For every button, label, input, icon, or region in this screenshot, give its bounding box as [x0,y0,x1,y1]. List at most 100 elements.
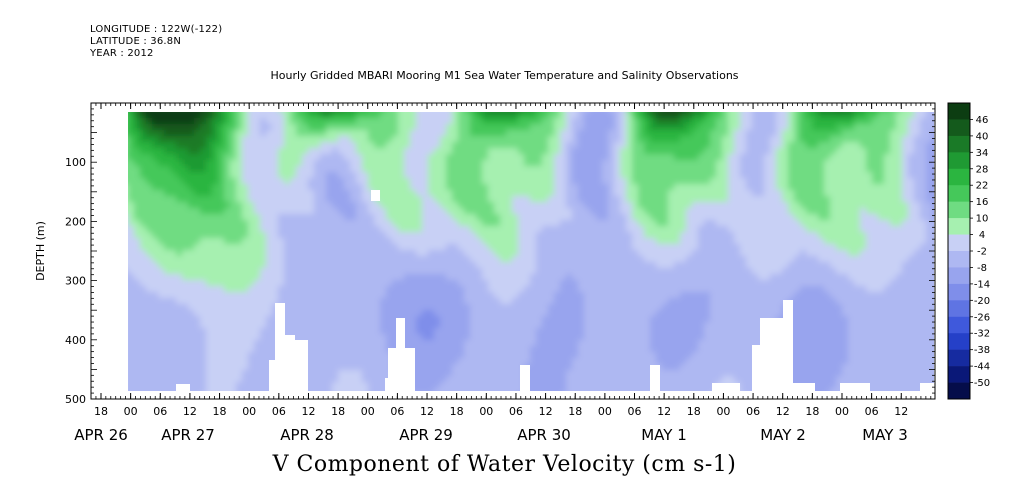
heatmap-cell [542,148,549,155]
heatmap-cell [644,286,651,293]
heatmap-cell [140,310,147,317]
heatmap-cell [764,304,771,311]
heatmap-cell [746,142,753,149]
heatmap-cell [644,148,651,155]
heatmap-cell [260,136,267,143]
heatmap-cell [362,226,369,233]
heatmap-cell [284,238,291,245]
heatmap-cell [848,238,855,245]
heatmap-cell [236,310,243,317]
heatmap-cell [698,214,705,221]
heatmap-cell [356,226,363,233]
heatmap-cell [716,190,723,197]
heatmap-cell [242,304,249,311]
heatmap-cell [344,154,351,161]
heatmap-cell [194,292,201,299]
heatmap-cell [734,226,741,233]
heatmap-cell [716,118,723,125]
heatmap-cell [818,244,825,251]
heatmap-cell [692,292,699,299]
heatmap-cell [254,304,261,311]
heatmap-cell [740,238,747,245]
heatmap-cell [626,238,633,245]
heatmap-cell [902,112,909,119]
heatmap-cell [932,136,934,143]
heatmap-cell [320,148,327,155]
heatmap-cell [734,268,741,275]
heatmap-cell [398,196,405,203]
heatmap-cell [548,118,555,125]
heatmap-cell [896,172,903,179]
heatmap-cell [260,208,267,215]
heatmap-cell [860,238,867,245]
heatmap-cell [704,118,711,125]
heatmap-cell [590,178,597,185]
heatmap-cell [824,256,831,263]
heatmap-cell [134,238,141,245]
heatmap-cell [200,304,207,311]
heatmap-cell [650,268,657,275]
heatmap-cell [716,112,723,119]
heatmap-cell [890,286,897,293]
heatmap-cell [464,322,471,329]
heatmap-cell [494,292,501,299]
heatmap-cell [680,238,687,245]
heatmap-cell [764,154,771,161]
heatmap-cell [398,292,405,299]
heatmap-cell [272,298,279,305]
heatmap-cell [386,322,393,329]
heatmap-cell [896,142,903,149]
heatmap-cell [302,262,309,269]
heatmap-cell [716,202,723,209]
heatmap-cell [476,316,483,323]
heatmap-cell [446,142,453,149]
heatmap-cell [560,196,567,203]
heatmap-cell [344,118,351,125]
heatmap-cell [260,112,267,119]
heatmap-cell [296,232,303,239]
heatmap-cell [200,190,207,197]
heatmap-cell [590,244,597,251]
heatmap-cell [224,196,231,203]
heatmap-cell [746,304,753,311]
heatmap-cell [866,130,873,137]
heatmap-cell [656,304,663,311]
heatmap-cell [758,280,765,287]
heatmap-cell [854,280,861,287]
heatmap-cell [524,112,531,119]
heatmap-cell [776,286,783,293]
heatmap-cell [272,274,279,281]
heatmap-cell [200,172,207,179]
heatmap-cell [152,154,159,161]
heatmap-cell [212,208,219,215]
heatmap-cell [602,142,609,149]
heatmap-cell [356,280,363,287]
heatmap-cell [860,142,867,149]
heatmap-cell [296,226,303,233]
heatmap-cell [290,160,297,167]
heatmap-cell [158,220,165,227]
heatmap-cell [350,280,357,287]
heatmap-cell [290,196,297,203]
heatmap-cell [884,190,891,197]
heatmap-cell [482,130,489,137]
heatmap-cell [692,190,699,197]
heatmap-cell [668,124,675,131]
heatmap-cell [614,124,621,131]
heatmap-cell [542,226,549,233]
heatmap-cell [650,316,657,323]
heatmap-cell [254,130,261,137]
heatmap-cell [380,196,387,203]
heatmap-cell [806,220,813,227]
heatmap-cell [248,214,255,221]
heatmap-cell [596,268,603,275]
heatmap-cell [554,136,561,143]
heatmap-cell [482,232,489,239]
heatmap-cell [812,256,819,263]
heatmap-cell [440,244,447,251]
heatmap-cell [656,148,663,155]
heatmap-cell [152,238,159,245]
heatmap-cell [566,274,573,281]
heatmap-cell [806,298,813,305]
heatmap-cell [512,148,519,155]
